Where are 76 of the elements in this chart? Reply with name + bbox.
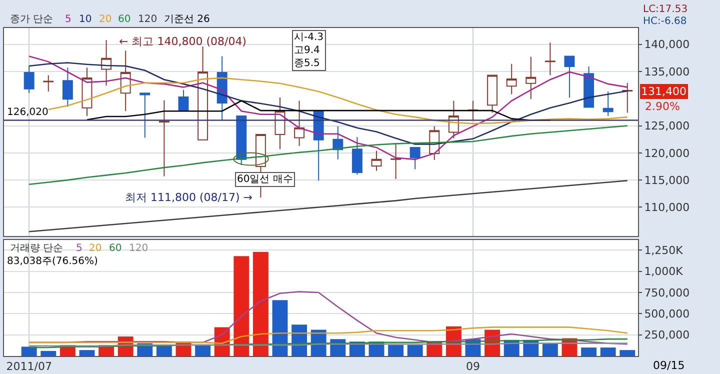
- candlestick: [487, 74, 498, 114]
- candlestick: [564, 56, 575, 98]
- y-tick-label: 125,000: [644, 120, 690, 133]
- text: 09/15: [653, 359, 685, 372]
- legend-title: 종가 단순: [10, 14, 54, 25]
- y-tick-label: 140,000: [644, 38, 690, 52]
- candlestick: [602, 91, 614, 116]
- bar: [234, 256, 250, 356]
- x-tick-label: 09: [466, 360, 480, 374]
- bar: [40, 350, 56, 356]
- y-tick-label: 120,000: [644, 146, 690, 160]
- bar: [21, 346, 37, 356]
- bar: [581, 348, 597, 356]
- line-series: [48, 77, 628, 124]
- bar: [407, 344, 423, 356]
- y-tick-label: 1,000K: [644, 265, 684, 278]
- y-tick-label: 110,000: [644, 201, 690, 214]
- candlestick: [43, 74, 54, 92]
- annotation: 83,038주(76.56%): [7, 256, 98, 267]
- candlestick: [544, 42, 556, 76]
- candlestick: [198, 46, 208, 140]
- text: 131,400: [641, 85, 686, 98]
- x-tick-label: 2011/07: [6, 360, 52, 374]
- candlestick: [62, 67, 73, 108]
- text: 5: [76, 243, 82, 254]
- y-tick-label: 750,000: [644, 286, 690, 300]
- candlestick: [294, 100, 305, 146]
- text: LC:17.53: [643, 4, 688, 15]
- ref-line-label: 126,020: [7, 107, 48, 118]
- y-tick-label: 500,000: [644, 308, 690, 321]
- bar: [620, 350, 636, 356]
- candlestick: [371, 150, 382, 172]
- y-tick-label: 250,000: [644, 328, 690, 342]
- candlestick: [101, 39, 112, 86]
- candlestick: [526, 56, 536, 100]
- legend-title: 거래량 단순: [10, 243, 64, 254]
- line-series: [28, 338, 628, 348]
- text: 120: [129, 243, 148, 254]
- candlestick: [140, 92, 150, 138]
- candlestick: [584, 66, 594, 108]
- annotation: 최저 111,800 (08/17) →: [125, 191, 252, 204]
- candlestick: [158, 100, 170, 177]
- text: 기준선 26: [164, 14, 210, 25]
- bar: [542, 343, 558, 356]
- line-series: [28, 125, 628, 186]
- candlestick: [390, 144, 402, 180]
- text: 2.90%: [645, 100, 680, 113]
- text: 120: [138, 14, 158, 25]
- candlestick: [410, 146, 420, 170]
- bar: [79, 350, 95, 356]
- candlestick: [506, 63, 517, 95]
- bar: [195, 344, 211, 356]
- candlestick: [622, 82, 633, 114]
- annotation: 60일선 매수: [237, 174, 293, 185]
- line-series: [28, 326, 628, 344]
- bar: [252, 252, 268, 356]
- bar: [156, 346, 172, 356]
- candlestick: [24, 66, 34, 94]
- bar: [388, 344, 404, 356]
- text: 20: [89, 243, 102, 254]
- y-tick-label: 135,000: [644, 65, 690, 78]
- text: 20: [99, 14, 112, 25]
- candlestick: [352, 136, 362, 176]
- text: 10: [79, 14, 92, 25]
- text: 60: [118, 14, 131, 25]
- annotation: ← 최고 140,800 (08/04): [119, 35, 246, 48]
- candlestick: [332, 126, 344, 160]
- text: HC:-6.68: [643, 16, 687, 27]
- bar: [272, 300, 288, 356]
- y-tick-label: 115,000: [644, 174, 690, 187]
- bar: [600, 348, 616, 356]
- y-tick-label: 1,250K: [644, 244, 684, 258]
- text: 5: [65, 14, 72, 25]
- annotation: 시-4.3 고9.4 종5.5: [294, 32, 324, 69]
- candlestick: [178, 89, 189, 112]
- text: 60: [109, 243, 122, 254]
